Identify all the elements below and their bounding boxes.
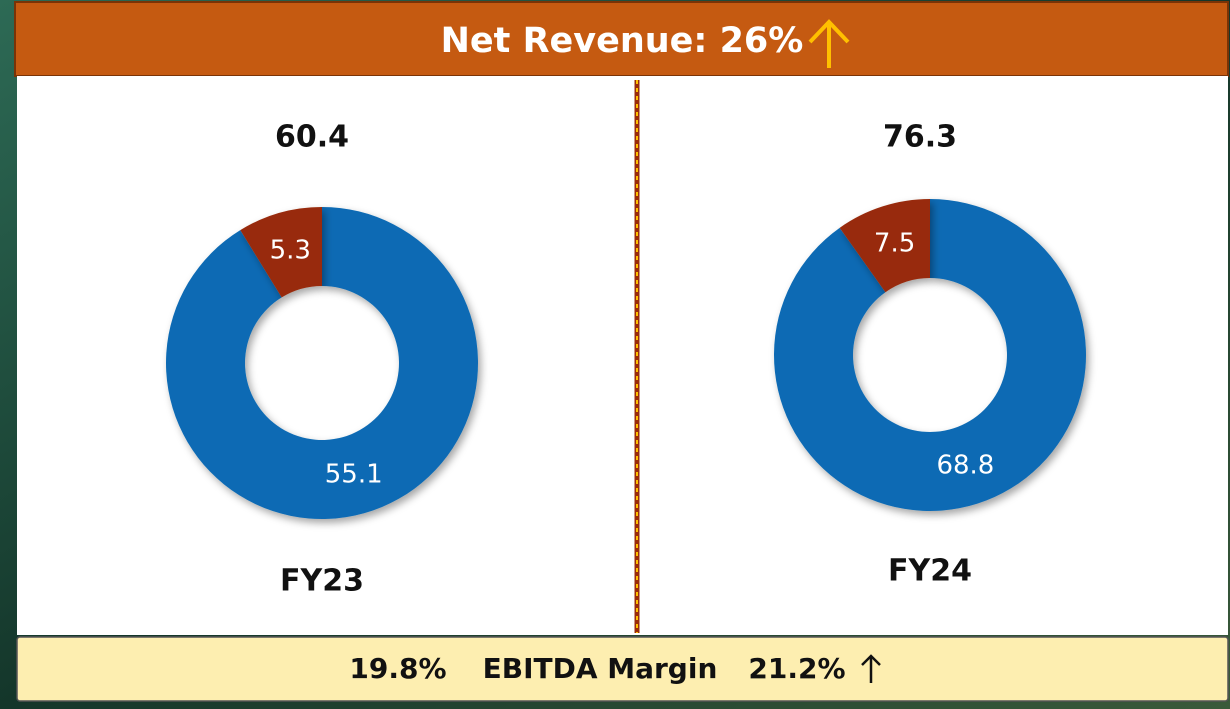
chart-title: 60.4 bbox=[275, 120, 349, 155]
footer-bar bbox=[16, 636, 1229, 702]
header-title: Net Revenue: 26% bbox=[441, 21, 804, 61]
footer-left: 19.8% bbox=[349, 652, 446, 685]
chart-label: FY24 bbox=[888, 554, 972, 589]
footer-arrow bbox=[861, 654, 881, 683]
footer-right: 21.2% bbox=[748, 652, 845, 685]
data-label: 7.5 bbox=[874, 229, 915, 259]
up-arrow bbox=[808, 19, 850, 68]
chart-label: FY23 bbox=[280, 564, 364, 599]
data-label: 5.3 bbox=[270, 235, 311, 265]
donut-segment bbox=[240, 207, 322, 298]
footer-middle: EBITDA Margin bbox=[483, 652, 718, 685]
donut-segment bbox=[839, 199, 930, 293]
data-label: 68.8 bbox=[936, 450, 994, 480]
data-label: 55.1 bbox=[325, 460, 383, 490]
chart-title: 76.3 bbox=[883, 120, 957, 155]
donut-segment bbox=[774, 199, 1086, 511]
header-bar bbox=[14, 1, 1229, 77]
donut-segment bbox=[165, 207, 479, 519]
